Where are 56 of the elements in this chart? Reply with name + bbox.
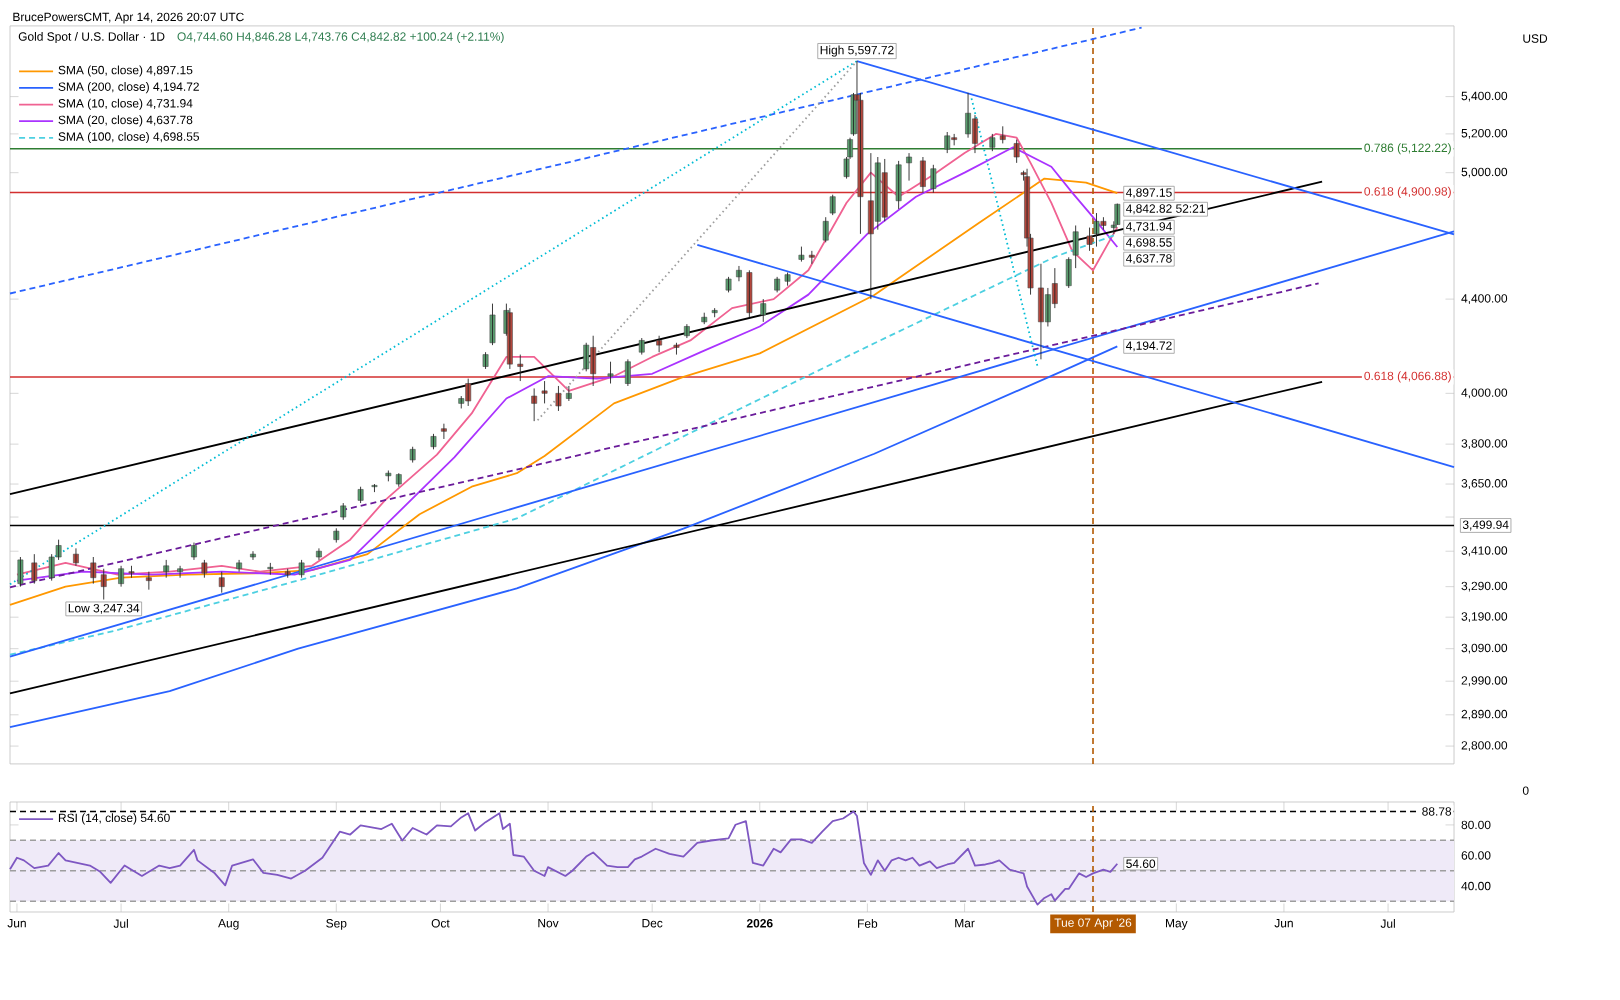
y-tick-label: 4,400.00 (1461, 294, 1508, 305)
x-tick-label: Dec (642, 919, 663, 928)
y-tick-label: 5,400.00 (1461, 91, 1508, 102)
annotation: 54.60 (1126, 859, 1156, 868)
x-tick-label: Jul (1380, 919, 1395, 928)
annotation: Low 3,247.34 (68, 603, 140, 614)
text: BrucePowersCMT, Apr 14, 2026 20:07 UTC (13, 12, 244, 24)
y-tick-label: 40.00 (1461, 881, 1491, 891)
y-tick-label: 3,090.00 (1461, 643, 1508, 654)
y-tick-label: 2,890.00 (1461, 709, 1508, 720)
y-tick-label: 3,650.00 (1461, 479, 1508, 489)
ref-line-label: 0.618 (4,066.88) (1364, 371, 1451, 383)
y-tick-label: 3,410.00 (1461, 546, 1508, 557)
y-tick-label: 3,290.00 (1461, 581, 1508, 592)
y-tick-label: 2,800.00 (1461, 741, 1508, 752)
annotation: 4,194.72 (1125, 341, 1172, 352)
x-tick-label: Nov (538, 919, 559, 928)
x-tick-label: 2026 (746, 919, 773, 928)
annotation: High 5,597.72 (820, 45, 894, 57)
ref-line-label: Tue 07 Apr '26 (1054, 918, 1132, 930)
text: 0 (1522, 786, 1529, 795)
x-tick-label: Jun (1274, 919, 1293, 928)
legend-label: RSI (14, close) 54.60 (58, 813, 170, 825)
annotation: 3,499.94 (1462, 520, 1509, 531)
x-tick-label: Mar (955, 919, 975, 928)
legend-label: SMA (50, close) 4,897.15 (58, 65, 193, 77)
ref-line-label: 0.786 (5,122.22) (1364, 143, 1451, 155)
annotation: 4,698.55 (1125, 238, 1172, 249)
y-tick-label: 3,190.00 (1461, 612, 1508, 623)
chart-subtitle: O4,744.60 H4,846.28 L4,743.76 C4,842.82 +100.24 (+2.11%) (177, 31, 504, 44)
ref-line-label: 88.78 (1422, 807, 1452, 816)
y-tick-label: 4,000.00 (1461, 388, 1508, 399)
annotation: 4,731.94 (1125, 222, 1172, 233)
text: USD (1523, 34, 1548, 43)
x-tick-label: Sep (326, 919, 347, 930)
y-tick-label: 2,990.00 (1461, 676, 1508, 687)
x-tick-label: Feb (858, 919, 878, 928)
y-tick-label: 5,000.00 (1461, 167, 1508, 178)
annotation: 4,637.78 (1125, 254, 1172, 265)
x-tick-label: May (1165, 919, 1188, 930)
ref-line-label: 0.618 (4,900.98) (1364, 186, 1451, 199)
y-tick-label: 80.00 (1461, 820, 1491, 830)
annotation: 4,897.15 (1125, 188, 1172, 199)
x-tick-label: Jul (113, 919, 128, 928)
legend-label: SMA (20, close) 4,637.78 (58, 115, 193, 127)
annotation: 4,842.82 52:21 (1125, 204, 1205, 215)
legend-label: SMA (10, close) 4,731.94 (58, 98, 193, 110)
x-tick-label: Aug (218, 919, 239, 930)
x-tick-label: Jun (7, 919, 26, 928)
chart-title: Gold Spot / U.S. Dollar · 1D (18, 31, 165, 44)
y-tick-label: 5,200.00 (1461, 128, 1508, 139)
legend-label: SMA (100, close) 4,698.55 (58, 131, 200, 144)
y-tick-label: 3,800.00 (1461, 439, 1508, 450)
legend-label: SMA (200, close) 4,194.72 (58, 82, 199, 94)
y-tick-label: 60.00 (1461, 851, 1491, 860)
x-tick-label: Oct (431, 919, 450, 928)
